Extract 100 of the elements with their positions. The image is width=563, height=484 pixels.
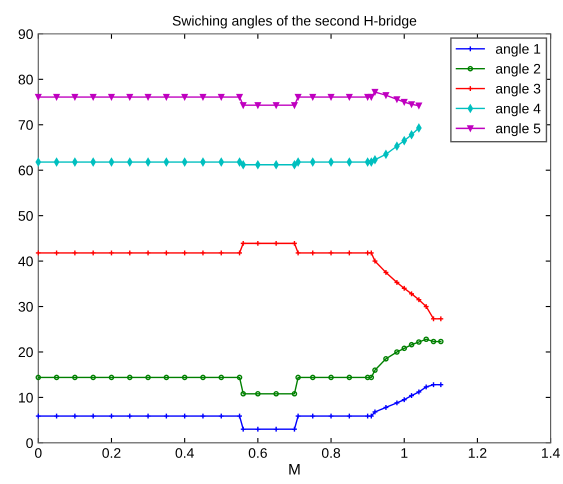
point xyxy=(54,374,60,380)
point xyxy=(164,374,170,380)
x-tick-label: 0.8 xyxy=(322,448,340,458)
point xyxy=(372,367,378,373)
point xyxy=(144,412,152,420)
point xyxy=(182,412,188,420)
point xyxy=(254,426,261,432)
point xyxy=(382,92,390,98)
point xyxy=(90,412,96,420)
point xyxy=(72,412,78,420)
point xyxy=(310,94,316,100)
point xyxy=(72,94,78,100)
point xyxy=(368,94,374,100)
point xyxy=(144,250,152,256)
y-tick-label: 10 xyxy=(19,392,33,403)
y-tick-label: 40 xyxy=(18,256,33,266)
point xyxy=(236,412,243,420)
point xyxy=(401,396,408,403)
point xyxy=(273,160,279,169)
point xyxy=(372,258,378,264)
point xyxy=(368,412,374,420)
point xyxy=(416,339,422,345)
point xyxy=(182,374,188,380)
point xyxy=(90,94,96,100)
point xyxy=(416,388,422,396)
point xyxy=(416,296,422,303)
point xyxy=(292,160,298,169)
point xyxy=(108,374,114,380)
point xyxy=(240,426,246,432)
x-tick-label: 0.2 xyxy=(102,448,120,458)
point xyxy=(430,338,436,344)
point xyxy=(394,400,400,406)
point xyxy=(408,101,415,108)
point xyxy=(144,94,152,100)
point xyxy=(328,412,334,420)
point xyxy=(368,374,374,380)
point xyxy=(240,391,246,397)
point xyxy=(346,94,352,100)
point xyxy=(310,158,316,166)
point xyxy=(401,98,408,106)
point xyxy=(401,285,408,292)
point xyxy=(90,374,96,380)
point xyxy=(182,250,188,256)
point xyxy=(53,412,60,420)
point xyxy=(35,94,42,100)
y-tick-label: 0 xyxy=(26,438,33,448)
legend-label: angle 1 xyxy=(496,44,540,57)
point xyxy=(236,374,242,380)
point xyxy=(126,94,133,100)
point xyxy=(383,356,389,362)
y-tick-label: 80 xyxy=(18,74,33,84)
chart-title: Swiching angles of the second H-bridge xyxy=(172,15,416,28)
point xyxy=(328,374,334,380)
point xyxy=(236,250,243,256)
point xyxy=(382,269,390,276)
point xyxy=(364,374,370,380)
point xyxy=(364,412,371,420)
point xyxy=(291,102,298,108)
point xyxy=(163,250,170,256)
point xyxy=(408,342,414,348)
point xyxy=(200,94,206,100)
point xyxy=(430,316,437,322)
point xyxy=(255,160,261,169)
point xyxy=(394,96,400,102)
point xyxy=(294,412,302,420)
point xyxy=(218,374,224,380)
point xyxy=(200,374,206,380)
point xyxy=(163,94,170,100)
point xyxy=(236,94,243,100)
point xyxy=(372,408,378,416)
point xyxy=(145,374,151,380)
point xyxy=(90,250,96,256)
point xyxy=(126,412,133,420)
point xyxy=(292,391,298,397)
point xyxy=(182,94,188,100)
point xyxy=(53,250,60,256)
point xyxy=(408,392,415,399)
legend-label: angle 3 xyxy=(496,83,540,96)
point xyxy=(372,88,378,96)
point xyxy=(273,391,279,397)
point xyxy=(294,94,302,100)
x-tick-label: 0.6 xyxy=(248,448,267,458)
y-tick-label: 20 xyxy=(18,347,33,358)
point xyxy=(291,426,298,432)
point xyxy=(408,130,414,139)
legend-label: angle 2 xyxy=(496,63,540,76)
point xyxy=(295,374,301,380)
point xyxy=(346,374,352,380)
point xyxy=(200,250,206,256)
legend-label: angle 4 xyxy=(496,103,540,116)
y-tick-label: 60 xyxy=(18,166,33,176)
point xyxy=(368,250,374,256)
legend-label: angle 5 xyxy=(496,123,540,136)
point xyxy=(328,250,334,256)
point xyxy=(438,338,444,344)
point xyxy=(218,94,224,100)
point xyxy=(383,150,389,158)
point xyxy=(382,404,390,411)
point xyxy=(346,412,352,420)
point xyxy=(310,374,316,380)
